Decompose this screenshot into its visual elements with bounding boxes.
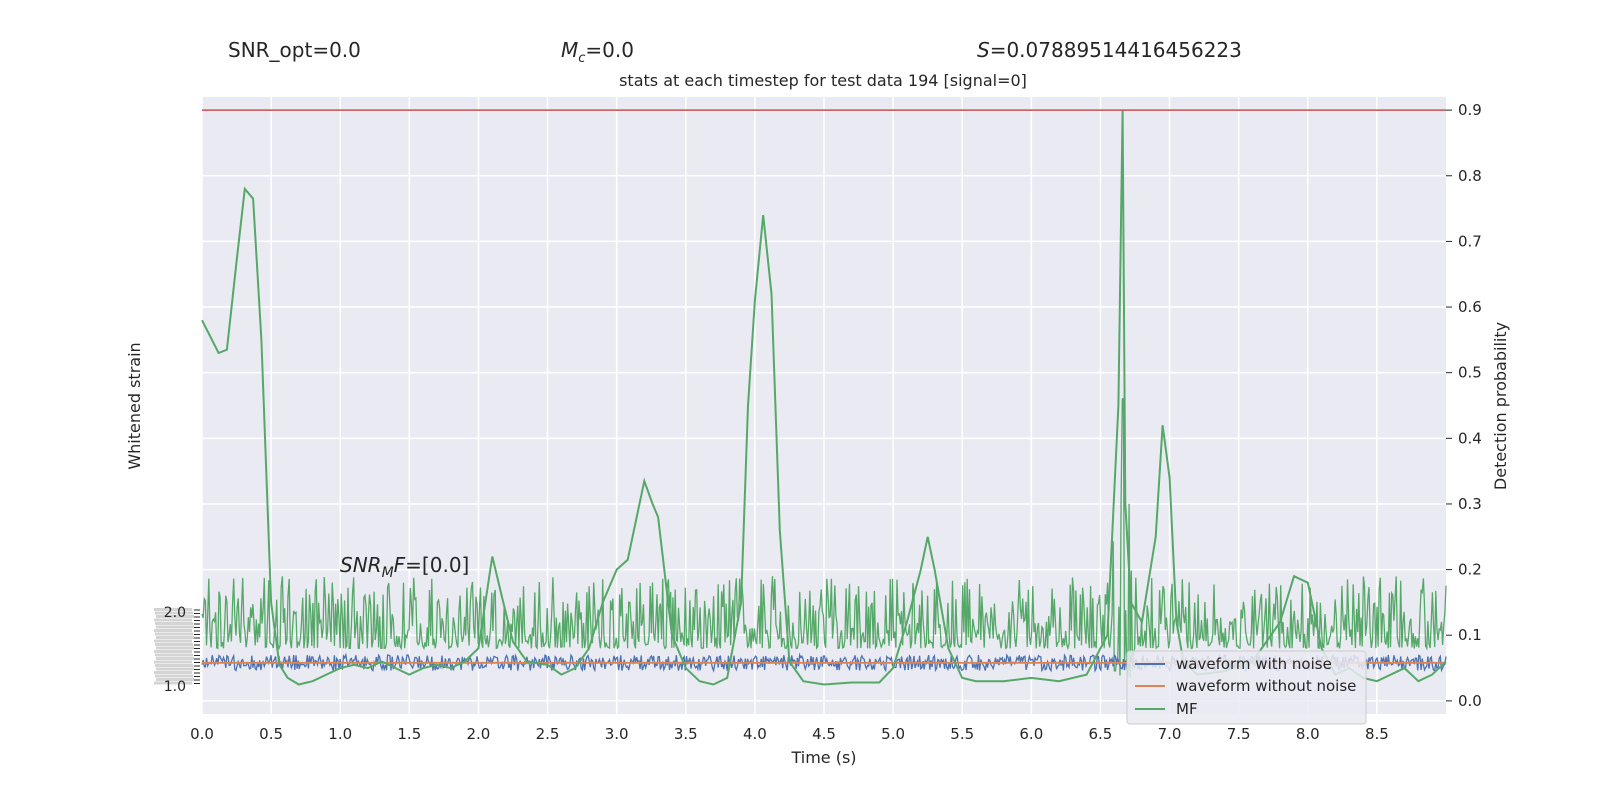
x-tick-label: 6.5 <box>1089 725 1113 743</box>
x-tick-label: 5.0 <box>881 725 905 743</box>
chirp-mass-label: Mc=0.0 <box>561 38 634 66</box>
y-tick-label: 0.2 <box>1458 561 1482 579</box>
s-value: =0.07889514416456223 <box>989 38 1242 62</box>
left-tick-clutter <box>155 653 193 657</box>
x-tick-label: 1.5 <box>397 725 421 743</box>
x-tick-label: 3.5 <box>674 725 698 743</box>
x-tick-label: 2.5 <box>536 725 560 743</box>
y-tick-label: 0.6 <box>1458 298 1482 316</box>
snr-mf-tail: F <box>394 553 406 577</box>
left-tick-clutter <box>154 639 192 643</box>
mc-symbol: M <box>561 38 579 62</box>
snr-mf-value: =[0.0] <box>405 553 469 577</box>
x-tick-label: 5.5 <box>950 725 974 743</box>
x-tick-label: 0.0 <box>190 725 214 743</box>
snr-mf-symbol: SNR <box>340 553 382 577</box>
y-tick-label: 0.4 <box>1458 429 1482 447</box>
left-tick-clutter <box>154 650 192 653</box>
left-tick-clutter <box>155 643 193 646</box>
legend-box <box>1126 650 1367 725</box>
legend-label-mf: MF <box>1176 700 1198 718</box>
left-tick-clutter <box>156 625 194 629</box>
x-tick-label: 1.0 <box>328 725 352 743</box>
mc-value: =0.0 <box>585 38 634 62</box>
left-tick-clutter <box>154 618 192 622</box>
x-tick-label: 8.5 <box>1365 725 1389 743</box>
legend: waveform with noise waveform without noi… <box>1126 650 1367 725</box>
x-tick-label: 7.5 <box>1227 725 1251 743</box>
y-tick-label: 0.0 <box>1458 692 1482 710</box>
left-tick-bottom: 1.0 <box>164 679 186 695</box>
y-tick-label: 0.1 <box>1458 626 1482 644</box>
left-tick-clutter <box>155 632 193 636</box>
y-axis-label-right: Detection probability <box>1491 322 1510 490</box>
left-tick-clutter <box>154 629 192 632</box>
legend-label-clean: waveform without noise <box>1176 677 1356 695</box>
left-axis-ticks: 2.0 1.0 <box>154 605 200 695</box>
x-tick-label: 2.0 <box>467 725 491 743</box>
y-tick-label: 0.5 <box>1458 364 1482 382</box>
left-tick-clutter <box>154 671 192 674</box>
x-tick-label: 6.0 <box>1019 725 1043 743</box>
left-tick-clutter <box>155 611 193 615</box>
mc-subscript: c <box>578 51 586 66</box>
left-tick-clutter <box>156 636 194 639</box>
x-tick-label: 0.5 <box>259 725 283 743</box>
mf-strain-line <box>201 398 1447 678</box>
x-tick-label: 4.5 <box>812 725 836 743</box>
left-tick-clutter <box>156 615 194 618</box>
y-axis-ticks-right: 0.0 0.1 0.2 0.3 0.4 0.5 0.6 0.7 0.8 0.9 <box>1446 101 1482 710</box>
left-tick-clutter <box>154 681 192 685</box>
s-statistic-label: S=0.07889514416456223 <box>977 38 1242 62</box>
left-tick-clutter <box>155 664 193 667</box>
snr-mf-annotation: SNRMF=[0.0] <box>340 553 469 581</box>
x-tick-label: 8.0 <box>1296 725 1320 743</box>
left-tick-clutter <box>155 622 193 625</box>
x-axis-label: Time (s) <box>790 748 856 767</box>
left-tick-clutter <box>156 657 194 660</box>
snr-mf-sub: M <box>382 565 394 581</box>
left-tick-clutter <box>156 667 194 671</box>
snr-opt-label: SNR_opt=0.0 <box>228 38 361 62</box>
y-tick-label: 0.9 <box>1458 101 1482 119</box>
left-tick-clutter <box>155 674 193 678</box>
x-tick-label: 7.0 <box>1158 725 1182 743</box>
left-tick-clutter <box>154 660 192 664</box>
y-axis-label-left: Whitened strain <box>125 342 144 469</box>
legend-label-noise: waveform with noise <box>1176 655 1332 673</box>
x-tick-label: 3.0 <box>605 725 629 743</box>
left-tick-top: 2.0 <box>164 605 186 621</box>
y-tick-label: 0.3 <box>1458 495 1482 513</box>
y-tick-label: 0.8 <box>1458 167 1482 185</box>
x-tick-label: 4.0 <box>743 725 767 743</box>
left-tick-clutter <box>156 646 194 650</box>
chart-title: stats at each timestep for test data 194… <box>619 71 1027 90</box>
x-axis-ticks: 0.0 0.5 1.0 1.5 2.0 2.5 3.0 3.5 4.0 4.5 5.0 5.5 6.0 6… <box>190 725 1389 743</box>
s-symbol: S <box>977 38 990 62</box>
y-tick-label: 0.7 <box>1458 232 1482 250</box>
left-tick-clutter <box>156 678 194 681</box>
left-tick-clutter <box>154 608 192 611</box>
